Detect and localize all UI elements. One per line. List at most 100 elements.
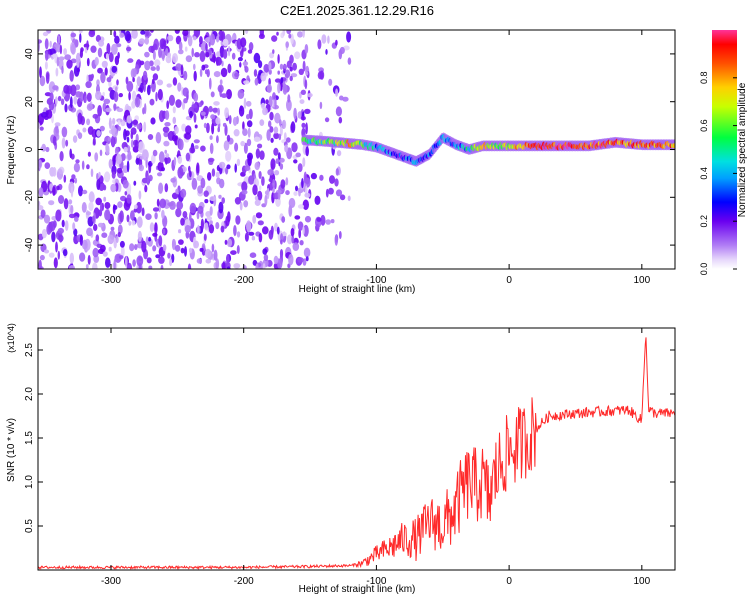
noise-cell bbox=[137, 230, 142, 242]
noise-cell bbox=[81, 202, 87, 213]
noise-cell bbox=[94, 56, 99, 66]
noise-cell bbox=[227, 45, 231, 57]
noise-cell bbox=[236, 245, 240, 254]
noise-cell bbox=[263, 254, 269, 262]
noise-cell bbox=[133, 180, 137, 186]
noise-cell bbox=[115, 43, 122, 48]
noise-cell bbox=[111, 125, 116, 135]
noise-cell bbox=[157, 172, 163, 177]
noise-cell bbox=[226, 89, 232, 100]
y-tick-label: 1.5 bbox=[24, 431, 35, 445]
noise-cell bbox=[255, 263, 259, 269]
noise-cell bbox=[169, 200, 176, 210]
noise-cell bbox=[46, 109, 53, 119]
noise-cell bbox=[253, 52, 261, 64]
noise-cell bbox=[95, 90, 102, 101]
noise-cell bbox=[114, 146, 119, 155]
noise-cell bbox=[245, 100, 252, 107]
noise-cell bbox=[102, 91, 105, 97]
noise-cell bbox=[158, 182, 164, 194]
noise-cell bbox=[38, 159, 43, 169]
noise-cell bbox=[119, 32, 125, 38]
noise-cell bbox=[99, 149, 103, 157]
noise-cell bbox=[41, 143, 47, 152]
noise-cell bbox=[86, 40, 89, 51]
noise-cell bbox=[253, 69, 258, 77]
noise-cell bbox=[285, 41, 290, 48]
noise-cell bbox=[347, 57, 352, 65]
noise-cell bbox=[69, 96, 73, 109]
noise-cell bbox=[163, 140, 170, 147]
noise-cell bbox=[112, 117, 116, 125]
noise-cell bbox=[185, 152, 191, 162]
noise-cell bbox=[104, 67, 108, 76]
noise-cell bbox=[257, 190, 263, 201]
noise-cell bbox=[240, 37, 247, 48]
noise-cell bbox=[191, 104, 198, 109]
noise-cell bbox=[342, 96, 349, 102]
noise-cell bbox=[240, 140, 246, 147]
noise-cell bbox=[148, 45, 155, 53]
noise-cell bbox=[113, 30, 117, 38]
noise-cell bbox=[224, 239, 228, 245]
noise-cell bbox=[219, 178, 225, 189]
noise-cell bbox=[268, 61, 272, 71]
noise-cell bbox=[283, 132, 287, 141]
noise-cell bbox=[135, 201, 142, 214]
noise-cell bbox=[101, 60, 108, 68]
noise-cell bbox=[183, 98, 188, 104]
x-tick-label: -100 bbox=[366, 576, 386, 587]
noise-cell bbox=[38, 187, 44, 198]
noise-cell bbox=[59, 151, 64, 162]
noise-cell bbox=[146, 175, 150, 186]
x-tick-label: -300 bbox=[101, 275, 121, 286]
noise-cell bbox=[170, 177, 176, 183]
noise-cell bbox=[102, 251, 108, 257]
noise-cell bbox=[174, 30, 180, 34]
noise-cell bbox=[172, 53, 178, 63]
noise-cell bbox=[151, 80, 156, 93]
noise-cell bbox=[209, 142, 214, 155]
noise-cell bbox=[289, 54, 294, 64]
noise-cell bbox=[69, 252, 75, 264]
noise-cell bbox=[241, 189, 248, 195]
noise-cell bbox=[172, 77, 178, 86]
noise-cell bbox=[66, 59, 73, 69]
noise-cell bbox=[63, 84, 70, 94]
noise-cell bbox=[118, 93, 124, 98]
noise-cell bbox=[95, 197, 102, 206]
noise-cell bbox=[300, 116, 306, 121]
x-tick-label: -300 bbox=[101, 576, 121, 587]
noise-cell bbox=[291, 235, 295, 244]
noise-cell bbox=[160, 264, 164, 269]
noise-cell bbox=[88, 191, 95, 203]
noise-cell bbox=[142, 70, 148, 81]
colorbar: 0.0 0.2 0.4 0.6 0.8 Normalized spectral ampl… bbox=[699, 30, 748, 275]
noise-cell bbox=[215, 117, 221, 125]
noise-cell bbox=[81, 239, 88, 250]
noise-cell bbox=[178, 138, 184, 151]
noise-cell bbox=[193, 70, 197, 82]
noise-cell bbox=[86, 227, 93, 237]
noise-cell bbox=[286, 99, 292, 112]
noise-cell bbox=[288, 253, 294, 266]
noise-cell bbox=[280, 239, 283, 245]
colorbar-tick-label: 0.8 bbox=[699, 72, 709, 85]
noise-cell bbox=[182, 101, 185, 110]
noise-cell bbox=[155, 254, 161, 259]
noise-cell bbox=[75, 84, 81, 91]
noise-cell bbox=[187, 35, 193, 47]
noise-cell bbox=[63, 198, 69, 210]
noise-cell bbox=[48, 252, 55, 258]
noise-cell bbox=[39, 254, 45, 261]
noise-cell bbox=[69, 72, 73, 81]
noise-cell bbox=[302, 226, 305, 236]
noise-cell bbox=[61, 65, 64, 74]
noise-cell bbox=[48, 200, 55, 206]
noise-cell bbox=[49, 48, 56, 55]
noise-cell bbox=[52, 135, 57, 146]
noise-cell bbox=[319, 101, 323, 110]
noise-cell bbox=[65, 139, 69, 147]
noise-cell bbox=[298, 190, 301, 197]
noise-cell bbox=[92, 247, 99, 258]
